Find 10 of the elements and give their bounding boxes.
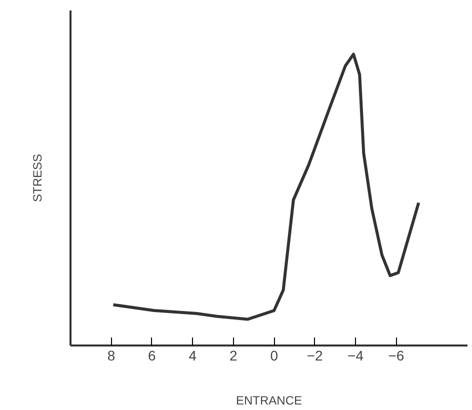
x-tick-label: 4: [188, 348, 197, 364]
x-tick-label: 0: [270, 348, 278, 364]
y-axis-title: STRESS: [30, 154, 44, 202]
x-tick-label: −4: [348, 348, 364, 364]
x-tick-label: 8: [107, 348, 116, 364]
x-tick-label: 2: [229, 348, 238, 364]
x-axis-title: ENTRANCE: [236, 394, 302, 408]
x-tick-label: −6: [388, 348, 404, 364]
x-tick-label: −2: [306, 348, 324, 364]
x-tick-label: 6: [148, 348, 156, 364]
